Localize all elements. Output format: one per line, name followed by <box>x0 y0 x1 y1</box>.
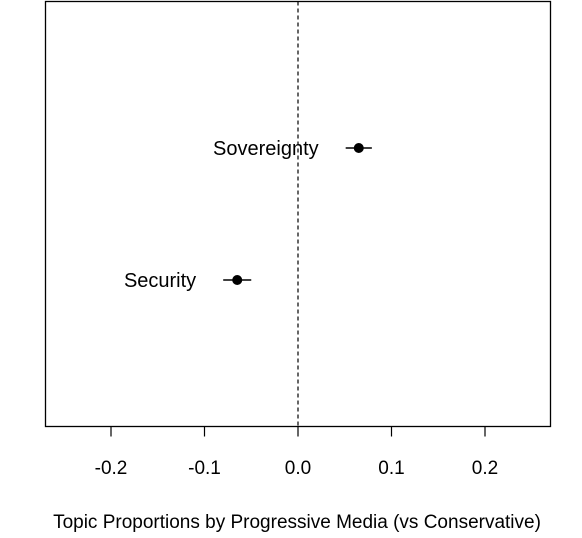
x-tick-label: -0.2 <box>95 458 128 479</box>
x-axis-title: Topic Proportions by Progressive Media (… <box>53 512 541 533</box>
estimate-point <box>232 275 243 285</box>
x-tick-label: -0.1 <box>188 458 221 479</box>
x-tick-label: 0.0 <box>285 458 311 479</box>
estimate-point <box>353 143 364 153</box>
x-tick-label: 0.2 <box>472 458 498 479</box>
point-label: Security <box>124 270 196 292</box>
x-tick-label: 0.1 <box>378 458 404 479</box>
point-label: Sovereignty <box>213 138 319 160</box>
